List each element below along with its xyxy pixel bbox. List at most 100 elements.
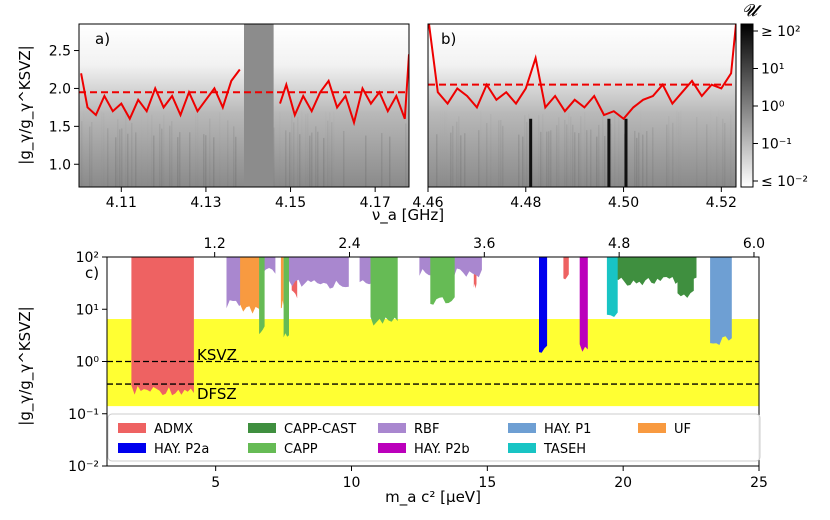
x-tick-label: 4.48 xyxy=(510,195,541,211)
exclusion-region-capp xyxy=(370,257,398,326)
legend-label: RBF xyxy=(414,422,439,437)
heatmap-streak xyxy=(574,132,576,187)
x-tick-label: 5 xyxy=(211,475,220,491)
heatmap-streak xyxy=(518,134,520,187)
heatmap-streak xyxy=(444,110,446,273)
heatmap-streak xyxy=(333,111,335,274)
heatmap-streak xyxy=(329,112,331,275)
panel-a: 4.11 4.13 4.15 4.17 1.0 1.5 2.0 2.5 a) xyxy=(49,23,410,276)
y-tick-label: 10² xyxy=(76,250,99,266)
dfsz-label: DFSZ xyxy=(197,385,237,403)
heatmap-streak xyxy=(159,123,161,187)
colorbar-tick-label: 10⁰ xyxy=(761,99,785,115)
heatmap-streak xyxy=(209,118,211,187)
heatmap-streak xyxy=(528,114,530,187)
legend-swatch xyxy=(118,443,146,453)
exclusion-limit-line xyxy=(80,68,241,122)
legend-swatch xyxy=(248,443,276,453)
exclusion-region-hay-p2b xyxy=(579,257,588,352)
heatmap-streak xyxy=(458,116,460,187)
panel-b: 4.46 4.48 4.50 4.52 b) xyxy=(412,23,737,275)
top-x-tick-label: 6.0 xyxy=(743,236,765,252)
heatmap-streak xyxy=(486,123,488,187)
exclusion-region-capp-cast xyxy=(612,257,697,286)
top-x-tick-label: 4.8 xyxy=(608,236,630,252)
heatmap-streak xyxy=(636,137,638,187)
heatmap-streak xyxy=(498,120,500,187)
heatmap-streak xyxy=(233,126,235,187)
heatmap-streak xyxy=(718,109,720,272)
heatmap-streak xyxy=(227,120,229,187)
exclusion-region-capp xyxy=(283,257,289,338)
legend-label: HAY. P2b xyxy=(414,442,470,457)
heatmap-streak xyxy=(680,111,682,274)
heatmap-streak xyxy=(722,118,724,187)
heatmap-streak xyxy=(668,116,670,187)
dark-spike xyxy=(529,118,533,187)
legend-swatch xyxy=(638,423,666,433)
legend-label: ADMX xyxy=(154,422,193,437)
legend-label: HAY. P1 xyxy=(544,422,591,437)
legend-swatch xyxy=(118,423,146,433)
heatmap-streak xyxy=(89,126,91,187)
colorbar-tick-label: 10¹ xyxy=(761,62,784,78)
heatmap-streak xyxy=(710,110,712,273)
heatmap-streak xyxy=(522,136,524,187)
legend-label: HAY. P2a xyxy=(154,442,209,457)
heatmap-streak xyxy=(317,131,319,187)
heatmap-streak xyxy=(678,112,680,275)
heatmap-streak xyxy=(153,135,155,187)
heatmap-streak xyxy=(81,121,83,187)
heatmap-streak xyxy=(526,121,528,187)
bottom-y-axis-label: |g_γ/g_γ^KSVZ| xyxy=(16,306,35,425)
heatmap-streak xyxy=(171,121,173,187)
heatmap-streak xyxy=(540,131,542,187)
heatmap-streak xyxy=(389,136,391,187)
x-tick-label: 15 xyxy=(478,475,496,491)
panel-c: 5 10 15 20 25 10⁻² 10⁻¹ 10⁰ 10¹ 10² 1.2 2.4 3.6 4.8 6.… xyxy=(16,236,768,507)
heatmap-streak xyxy=(464,133,466,187)
heatmap-streak xyxy=(598,124,600,187)
heatmap-streak xyxy=(135,132,137,187)
heatmap-streak xyxy=(121,128,123,187)
heatmap-streak xyxy=(343,130,345,187)
legend-swatch xyxy=(508,443,536,453)
heatmap-streak xyxy=(91,121,93,187)
heatmap-streak xyxy=(596,136,598,187)
heatmap-streak xyxy=(147,110,149,273)
heatmap-streak xyxy=(107,128,109,187)
heatmap-streak xyxy=(640,109,642,272)
exclusion-region-rbf xyxy=(289,257,349,289)
heatmap-streak xyxy=(696,116,698,187)
exclusion-region-taseh xyxy=(606,257,618,317)
exclusion-limit-line xyxy=(428,24,736,121)
heatmap-streak xyxy=(179,132,181,187)
x-tick-label: 4.17 xyxy=(360,195,391,211)
colorbar-gradient xyxy=(740,23,754,188)
heatmap-streak xyxy=(724,122,726,187)
heatmap-streak xyxy=(542,114,544,187)
heatmap-streak xyxy=(634,130,636,187)
heatmap-streak xyxy=(460,135,462,187)
heatmap-streak xyxy=(307,113,309,276)
dark-spike xyxy=(624,118,628,187)
heatmap-streak xyxy=(151,114,153,187)
panel-a-tag: a) xyxy=(95,30,110,48)
heatmap-streak xyxy=(315,126,317,187)
heatmap-streak xyxy=(556,125,558,187)
heatmap-streak xyxy=(646,131,648,187)
heatmap-streak xyxy=(642,134,644,187)
heatmap-streak xyxy=(205,135,207,187)
heatmap-streak xyxy=(564,119,566,187)
heatmap-streak xyxy=(161,128,163,187)
dark-spike xyxy=(607,118,611,187)
heatmap-streak xyxy=(213,137,215,187)
heatmap-streak xyxy=(586,130,588,187)
legend: ADMX CAPP-CAST RBF HAY. P1 UF HAY. P2a CAPP HAY… xyxy=(107,413,761,462)
heatmap-streak xyxy=(676,110,678,273)
legend-label: TASEH xyxy=(543,442,586,457)
heatmap-streak xyxy=(550,130,552,187)
heatmap-streak xyxy=(548,131,550,187)
heatmap-streak xyxy=(323,137,325,187)
